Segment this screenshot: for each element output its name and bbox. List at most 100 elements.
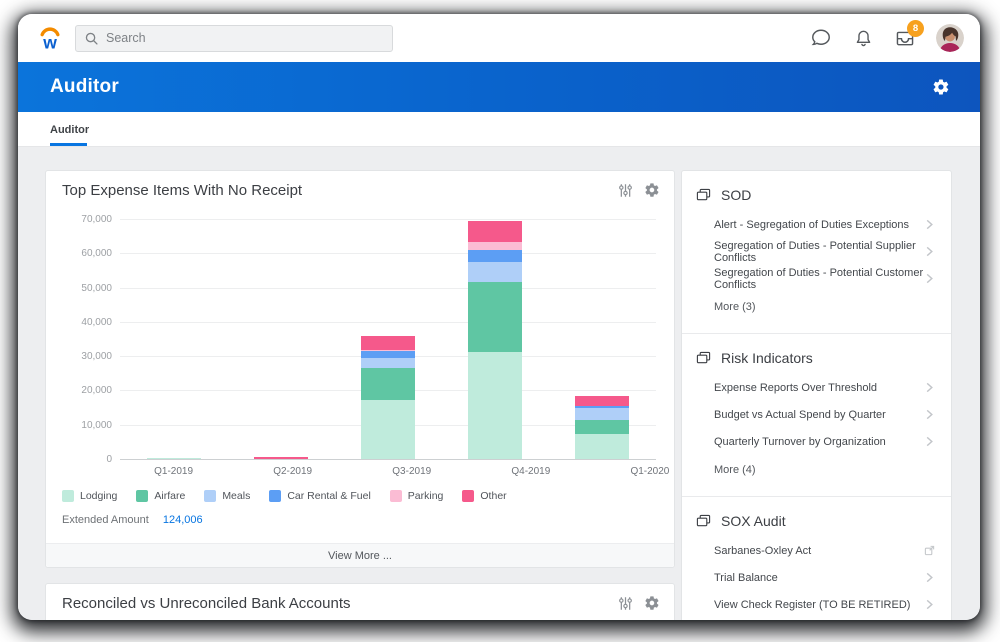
bar-segment-Airfare[interactable] [361,367,415,401]
sidebar-link[interactable]: Budget vs Actual Spend by Quarter [696,401,935,428]
chevron-right-icon [924,272,935,285]
sidebar-link-label: View Check Register (TO BE RETIRED) [714,598,911,611]
chevron-right-icon [924,598,935,611]
gridline [120,287,656,289]
section-header: SOX Audit [696,509,935,533]
bar-segment-Airfare[interactable] [575,420,630,434]
x-axis-label: Q1-2020 [630,466,670,477]
bar-segment-Parking[interactable] [468,241,523,250]
sidebar-link[interactable]: Expense Reports Over Threshold [696,374,935,401]
sidebar-section-Risk Indicators: Risk Indicators Expense Reports Over Thre… [682,333,951,496]
plot-area [120,219,656,460]
inbox-tray-icon[interactable]: 8 [894,20,924,49]
bar-segment-Meals[interactable] [575,407,630,421]
chart-settings-gear-icon[interactable] [643,595,660,612]
section-header: Risk Indicators [696,346,935,370]
more-link[interactable]: More (3) [714,301,756,313]
y-axis-tick-label: 20,000 [81,385,112,397]
stacked-bar-Q2-2019[interactable] [253,456,308,459]
bar-segment-Other[interactable] [468,221,523,242]
bar-segment-Car Rental & Fuel[interactable] [575,405,630,408]
legend-label: Meals [222,490,251,502]
legend-swatch [462,490,475,502]
view-more-link[interactable]: View More ... [46,543,674,567]
bar-segment-Lodging[interactable] [361,400,415,459]
search-input[interactable] [106,31,384,45]
bar-segment-Car Rental & Fuel[interactable] [361,351,415,358]
sidebar-link-label: Budget vs Actual Spend by Quarter [714,408,886,421]
app-window: w 8 [18,14,980,620]
search-bar[interactable] [75,24,393,52]
tab-auditor[interactable]: Auditor [50,112,89,147]
summary-value-link[interactable]: 124,006 [162,514,203,526]
chart-legend: Lodging Airfare Meals Car Rental & Fuel Park… [62,490,658,502]
content-area: Top Expense Items With No Receipt 0 10,00… [18,147,980,620]
bar-segment-Other[interactable] [575,395,630,406]
legend-swatch [136,490,149,502]
sidebar-section-SOD: SOD Alert - Segregation of Duties Excepti… [682,171,951,333]
legend-swatch [204,490,217,502]
x-axis-label: Q1-2019 [154,466,194,477]
x-axis-label: Q2-2019 [273,466,313,477]
bank-card-title: Reconciled vs Unreconciled Bank Accounts [62,594,351,612]
notifications-bell-icon[interactable] [852,27,874,49]
y-axis-tick-label: 50,000 [81,282,112,294]
more-link[interactable]: More (4) [714,464,756,476]
y-axis-tick-label: 70,000 [81,214,112,225]
tab-bar: Auditor [18,112,980,147]
bar-segment-Lodging[interactable] [468,352,523,459]
bar-segment-Meals[interactable] [361,357,415,368]
inbox-badge: 8 [907,20,924,37]
bank-accounts-card: Reconciled vs Unreconciled Bank Accounts [45,583,675,620]
chevron-right-icon [924,218,935,231]
sidebar-link[interactable]: View Check Register (TO BE RETIRED) [696,591,935,618]
sidebar-link-label: Alert - Segregation of Duties Exceptions [714,218,910,231]
sidebar-link[interactable]: Trial Balance [696,564,935,591]
legend-swatch [269,490,282,502]
chat-icon[interactable] [810,27,832,49]
sidebar-link[interactable]: Quarterly Turnover by Organization [696,428,935,455]
chart-filter-sliders-icon[interactable] [617,595,634,612]
bar-segment-Lodging[interactable] [146,457,201,459]
chart-filter-sliders-icon[interactable] [617,182,634,199]
legend-item-Car Rental & Fuel: Car Rental & Fuel [269,490,371,502]
bar-segment-Airfare[interactable] [468,282,523,353]
section-title: Risk Indicators [721,350,813,366]
y-axis-tick-label: 0 [106,454,112,465]
stacked-bar-chart: 0 10,000 20,000 30,000 40,000 50,000 60,000 70,… [62,211,669,477]
stacked-bar-Q1-2019[interactable] [146,457,201,459]
bar-segment-Meals[interactable] [468,261,523,283]
sidebar-link-label: Segregation of Duties - Potential Suppli… [714,239,916,264]
sidebar-link[interactable]: Sarbanes-Oxley Act [696,537,935,564]
top-bar: w 8 [18,14,980,62]
y-axis-tick-label: 40,000 [81,316,112,328]
topbar-actions: 8 [810,20,980,52]
profile-avatar[interactable] [936,24,964,52]
legend-label: Airfare [154,490,186,502]
sidebar-link[interactable]: Segregation of Duties - Potential Suppli… [696,238,935,265]
bar-segment-Car Rental & Fuel[interactable] [468,249,523,262]
workday-logo-icon[interactable]: w [36,24,64,53]
legend-label: Parking [407,490,444,502]
chevron-right-icon [924,435,935,448]
sidebar-section-SOX Audit: SOX Audit Sarbanes-Oxley Act Trial Balance… [682,496,951,620]
chart-summary-row: Extended Amount 124,006 [62,514,658,526]
bar-segment-Other[interactable] [253,456,308,459]
section-title: SOX Audit [721,513,786,529]
external-link-icon [924,545,935,556]
x-axis-label: Q4-2019 [511,466,551,477]
bar-segment-Lodging[interactable] [575,433,630,459]
stacked-bar-Q4-2019[interactable] [468,221,523,459]
stacked-bar-Q1-2020[interactable] [575,395,630,459]
page-settings-gear-icon[interactable] [932,78,950,96]
sidebar-link[interactable]: Alert - Segregation of Duties Exceptions [696,211,935,238]
bar-segment-Other[interactable] [361,336,415,350]
bar-segment-Parking[interactable] [361,349,415,352]
chevron-right-icon [924,245,935,258]
legend-item-Lodging: Lodging [62,490,117,502]
x-axis-label: Q3-2019 [392,466,432,477]
chart-settings-gear-icon[interactable] [643,182,660,199]
sidebar-link[interactable]: Segregation of Duties - Potential Custom… [696,265,935,292]
stacked-bar-Q3-2019[interactable] [361,336,415,459]
